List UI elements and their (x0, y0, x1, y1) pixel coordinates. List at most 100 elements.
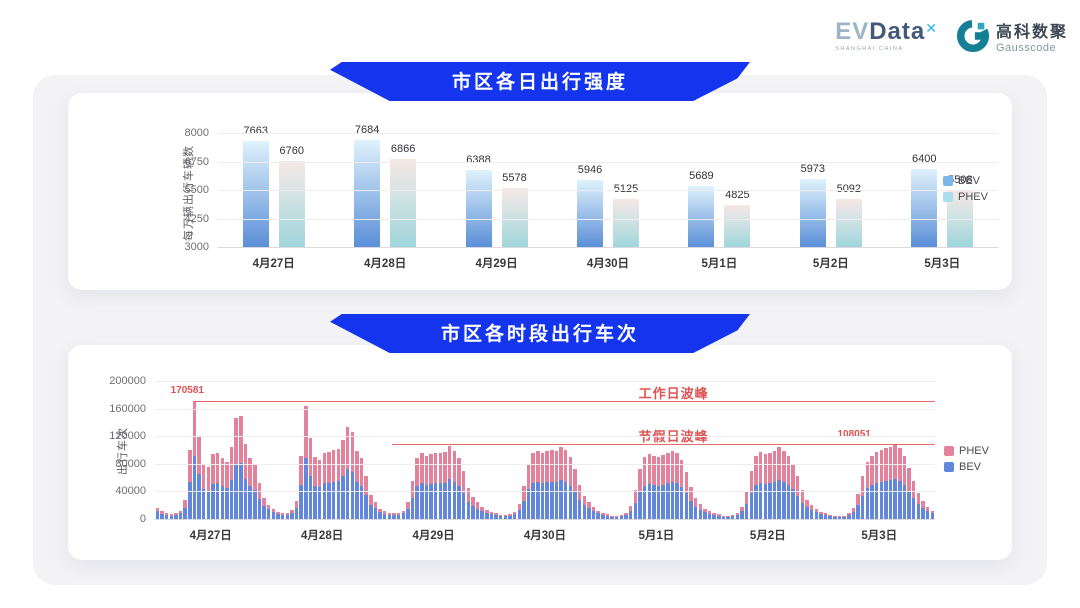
bev-segment (907, 491, 911, 519)
hour-slot (276, 381, 281, 519)
stacked-bar (879, 450, 883, 519)
hour-slot (545, 381, 550, 519)
bev-segment (601, 514, 605, 519)
stacked-bar (331, 450, 336, 519)
bev-segment (591, 511, 596, 519)
gridline-40000 (155, 491, 935, 493)
stacked-bar (693, 498, 698, 519)
hour-slot (786, 381, 791, 519)
hour-slot (290, 381, 295, 519)
hour-slot (684, 381, 689, 519)
stacked-bar (341, 439, 345, 519)
stacked-bar (206, 466, 211, 519)
stacked-bar (406, 501, 410, 519)
phev-segment (318, 459, 322, 487)
bev-segment (331, 481, 336, 519)
bev-segment (809, 510, 814, 519)
hour-slot (160, 381, 165, 519)
hour-slot (833, 381, 838, 519)
bev-segment (369, 504, 373, 519)
stacked-bar (424, 455, 429, 519)
holiday-peak-line (392, 444, 935, 446)
bev-segment (624, 514, 628, 519)
legend-item-bev[interactable]: BEV (944, 461, 989, 473)
hour-slot (921, 381, 926, 519)
hour-slot (183, 381, 188, 519)
bev-segment (693, 506, 698, 519)
hour-slot (466, 381, 471, 519)
bev-segment (494, 515, 498, 519)
stacked-bar (912, 481, 916, 519)
chart2-card: 出行车次 工作日波峰 170581 节假日波峰 108051 200000 160… (68, 345, 1012, 560)
y-tick-200000: 200000 (109, 375, 146, 387)
stacked-bar (545, 450, 549, 519)
stacked-bar (355, 451, 359, 519)
bev-segment (675, 483, 679, 519)
hour-slot (266, 381, 271, 519)
stacked-bar (898, 447, 902, 519)
legend-item-phev[interactable]: PHEV (944, 445, 989, 457)
phev-segment (262, 498, 266, 506)
stacked-bar (345, 426, 350, 519)
bev-segment (689, 501, 693, 519)
hour-slot (526, 381, 531, 519)
legend-item-phev[interactable]: PHEV (943, 191, 988, 203)
bev-segment (373, 507, 378, 519)
hour-slot (563, 381, 568, 519)
bev-segment (573, 492, 577, 519)
bev-segment (902, 484, 907, 519)
bev-segment (865, 488, 870, 519)
stacked-bar (280, 513, 285, 519)
stacked-bar (865, 462, 870, 519)
phev-segment (679, 459, 684, 487)
y-tick-80000: 80000 (115, 457, 146, 470)
bev-segment (429, 483, 433, 519)
hour-slot (415, 381, 420, 519)
phev-segment (791, 463, 795, 490)
hour-slot (679, 381, 684, 519)
stacked-bar (717, 514, 721, 519)
evdata-wordmark: EVData✕ (835, 20, 938, 44)
legend-item-bev[interactable]: BEV (943, 175, 988, 187)
bev-segment (805, 507, 809, 519)
bev-segment (754, 484, 758, 519)
chart1-bev-bar: 6400 (911, 153, 938, 247)
chart1-day-group: 5946 5125 (552, 133, 663, 247)
bev-segment (870, 484, 874, 519)
phev-segment (447, 445, 452, 480)
stacked-bar (429, 454, 433, 519)
bev-segment (930, 513, 935, 519)
stacked-bar (220, 458, 225, 519)
hour-slot (819, 381, 824, 519)
stacked-bar (253, 465, 257, 519)
stacked-bar (499, 514, 503, 519)
stacked-bar (749, 470, 754, 519)
gridline-80000 (155, 463, 935, 465)
phev-segment (837, 516, 842, 517)
phev-segment (642, 456, 647, 486)
stacked-bar (847, 513, 851, 519)
bev-segment (350, 472, 354, 519)
hour-slot (387, 381, 392, 519)
bev-segment (717, 515, 721, 519)
bev-segment (777, 480, 781, 519)
bev-segment (341, 476, 345, 519)
hour-slot (169, 381, 174, 519)
bev-legend-swatch-icon (944, 462, 954, 472)
phev-segment (234, 418, 238, 465)
bev-segment (327, 482, 331, 519)
phev-segment (266, 505, 271, 510)
hour-slot (341, 381, 346, 519)
phev-segment (494, 513, 498, 516)
hour-slot (772, 381, 777, 519)
phev-segment (248, 458, 252, 487)
bev-segment (735, 514, 740, 519)
stacked-bar (684, 472, 689, 519)
bev-segment (266, 509, 271, 519)
hour-slot (601, 381, 606, 519)
stacked-bar (615, 515, 619, 519)
chart1-value-label: 7663 (243, 124, 268, 137)
phev-segment (568, 456, 573, 486)
gridline-200000 (155, 381, 935, 382)
legend-label: PHEV (959, 445, 989, 457)
